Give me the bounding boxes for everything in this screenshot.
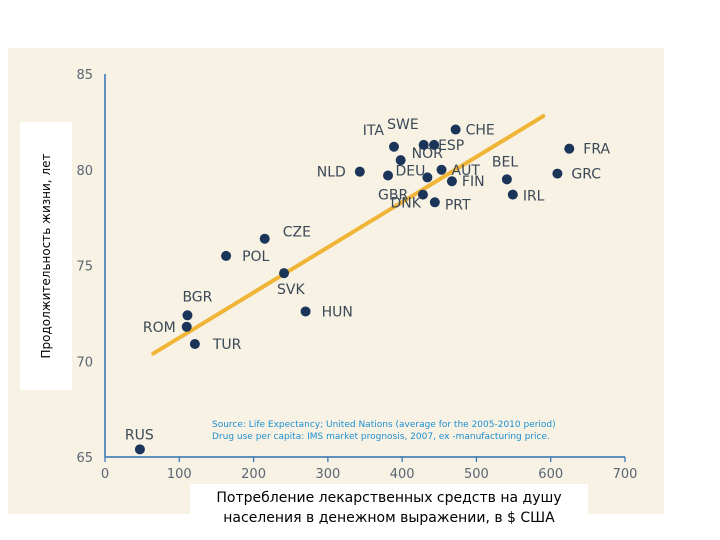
data-point-fra xyxy=(564,143,575,154)
data-point-ita xyxy=(388,141,399,152)
x-axis-label-line-2: населения в денежном выражении, в $ США xyxy=(223,510,555,526)
point-label-gbr: GBR xyxy=(378,187,408,203)
point-label-hun: HUN xyxy=(322,304,353,320)
point-label-nld: NLD xyxy=(317,165,346,181)
point-label-cze: CZE xyxy=(283,225,311,241)
trend-line xyxy=(151,114,546,356)
source-note-line-2: Drug use per capita: IMS market prognosi… xyxy=(212,432,550,442)
data-point-hun xyxy=(300,306,311,317)
data-point-rus xyxy=(134,444,145,455)
data-point-prt xyxy=(429,197,440,208)
data-point-bgr xyxy=(182,310,193,321)
y-tick-label: 65 xyxy=(76,451,93,466)
point-label-deu: DEU xyxy=(396,163,426,179)
source-note-line-1: Source: Life Expectancy; United Nations … xyxy=(212,420,556,430)
point-label-ita: ITA xyxy=(363,123,385,139)
point-label-fin: FIN xyxy=(462,174,485,190)
y-tick-label: 75 xyxy=(76,260,93,275)
point-label-aut: AUT xyxy=(452,163,481,179)
x-tick-label: 400 xyxy=(390,467,415,482)
x-tick-label: 100 xyxy=(167,467,192,482)
point-label-che: CHE xyxy=(466,123,495,139)
point-label-bel: BEL xyxy=(492,154,518,170)
data-point-esp xyxy=(429,139,440,150)
point-label-tur: TUR xyxy=(212,337,242,353)
x-axis-label-line-1: Потребление лекарственных средств на душ… xyxy=(216,490,562,506)
data-point-dnk xyxy=(417,189,428,200)
point-label-fra: FRA xyxy=(583,142,610,158)
point-label-rus: RUS xyxy=(125,427,154,443)
data-point-gbr xyxy=(383,170,394,181)
data-point-svk xyxy=(279,268,290,279)
y-axis-label-box xyxy=(20,122,72,390)
data-point-swe xyxy=(418,139,429,150)
data-point-che xyxy=(450,124,461,135)
data-point-rom xyxy=(181,321,192,332)
point-label-dnk: DNK xyxy=(391,196,422,212)
data-point-pol xyxy=(221,250,232,261)
data-point-aut xyxy=(436,164,447,175)
x-tick-label: 0 xyxy=(101,467,109,482)
point-label-prt: PRT xyxy=(445,197,471,213)
x-axis-label: Потребление лекарственных средств на душ… xyxy=(190,484,588,534)
x-tick-label: 200 xyxy=(241,467,266,482)
data-point-deu xyxy=(422,172,433,183)
point-label-bgr: BGR xyxy=(182,289,212,305)
point-label-svk: SVK xyxy=(277,282,305,298)
point-label-irl: IRL xyxy=(523,189,545,205)
x-tick-label: 700 xyxy=(613,467,638,482)
chart-background xyxy=(8,48,664,514)
x-tick-label: 600 xyxy=(538,467,563,482)
data-point-nor xyxy=(395,155,406,166)
point-label-nor: NOR xyxy=(412,146,443,162)
y-tick-label: 80 xyxy=(76,164,93,179)
y-tick-label: 70 xyxy=(76,355,93,370)
data-point-tur xyxy=(189,339,200,350)
point-label-pol: POL xyxy=(242,249,269,265)
point-label-rom: ROM xyxy=(143,320,176,336)
x-tick-label: 500 xyxy=(464,467,489,482)
point-label-swe: SWE xyxy=(387,117,419,133)
data-point-bel xyxy=(501,174,512,185)
point-label-grc: GRC xyxy=(571,167,601,183)
data-point-fin xyxy=(446,176,457,187)
point-label-esp: ESP xyxy=(438,138,464,154)
y-axis-label: Продолжительность жизни, лет xyxy=(39,153,53,359)
y-tick-label: 85 xyxy=(76,68,93,83)
data-point-nld xyxy=(354,166,365,177)
x-tick-label: 300 xyxy=(315,467,340,482)
data-point-cze xyxy=(259,233,270,244)
data-point-grc xyxy=(552,168,563,179)
data-point-irl xyxy=(507,189,518,200)
